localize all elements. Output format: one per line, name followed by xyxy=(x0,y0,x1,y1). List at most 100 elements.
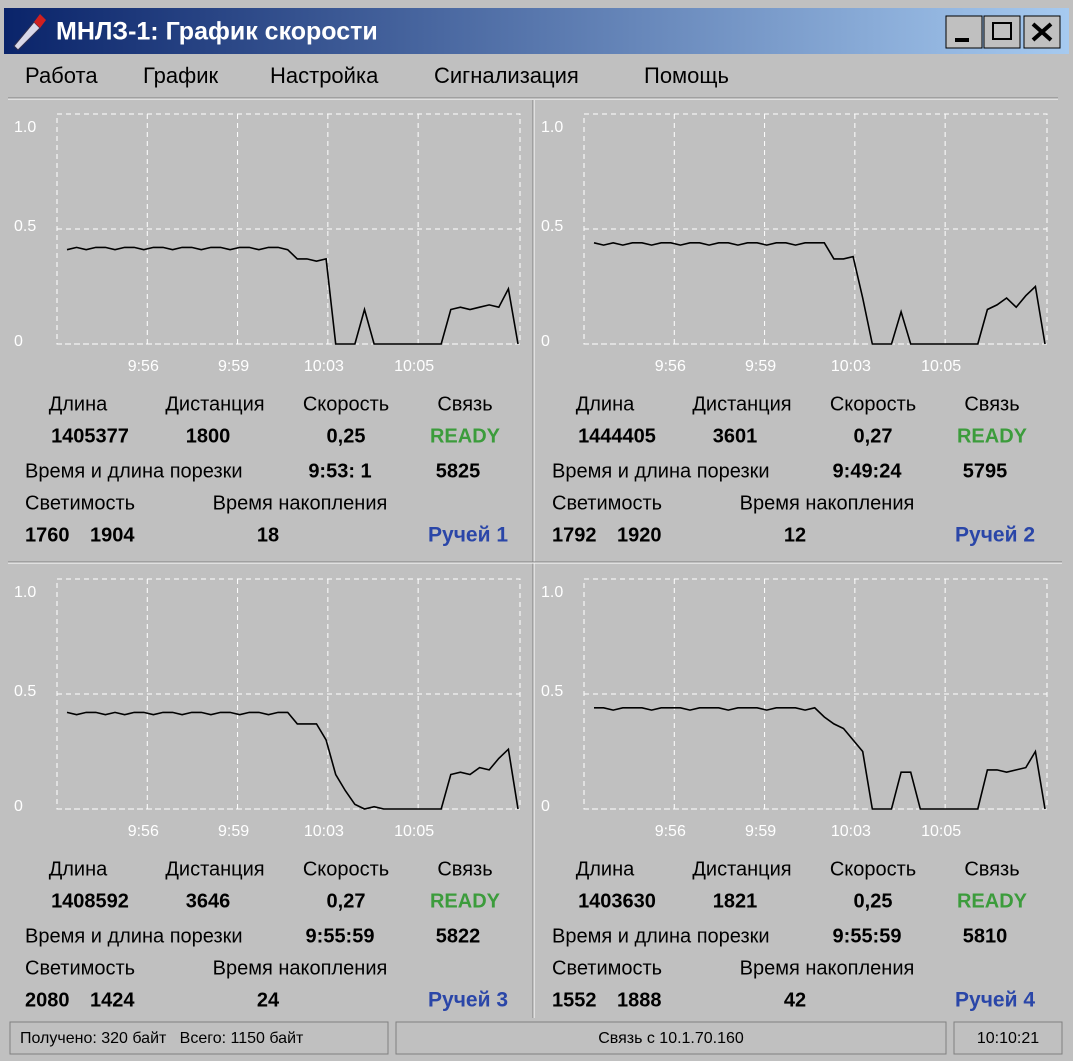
title-bar xyxy=(4,8,1069,54)
accumulation-value: 12 xyxy=(784,524,806,546)
x-tick-label: 10:03 xyxy=(831,358,871,375)
accumulation-value: 18 xyxy=(257,524,279,546)
length-label: Длина xyxy=(576,858,635,880)
menu-item[interactable]: Работа xyxy=(25,63,98,88)
x-tick-label: 9:56 xyxy=(128,358,159,375)
link-status: READY xyxy=(430,890,501,912)
menu-item[interactable]: График xyxy=(143,63,219,88)
y-tick-label: 0.5 xyxy=(14,683,36,700)
length-value: 1408592 xyxy=(51,890,129,912)
distance-value: 3601 xyxy=(713,425,758,447)
luminosity-value: 1888 xyxy=(617,989,662,1011)
x-tick-label: 10:05 xyxy=(394,823,434,840)
link-label: Связь xyxy=(437,393,492,415)
distance-value: 1821 xyxy=(713,890,758,912)
menu-item[interactable]: Сигнализация xyxy=(434,63,579,88)
accumulation-label: Время накопления xyxy=(213,957,388,979)
cut-time: 9:49:24 xyxy=(833,460,903,482)
menu-item[interactable]: Настройка xyxy=(270,63,379,88)
menu-item[interactable]: Помощь xyxy=(644,63,729,88)
distance-label: Дистанция xyxy=(165,858,264,880)
link-status: READY xyxy=(430,425,501,447)
cut-label: Время и длина порезки xyxy=(25,460,243,482)
y-tick-label: 1.0 xyxy=(541,119,563,136)
cut-label: Время и длина порезки xyxy=(552,925,770,947)
x-tick-label: 9:56 xyxy=(655,358,686,375)
y-tick-label: 0 xyxy=(541,798,550,815)
close-button[interactable] xyxy=(1023,15,1061,49)
y-tick-label: 0 xyxy=(14,798,23,815)
luminosity-label: Светимость xyxy=(552,492,662,514)
cut-label: Время и длина порезки xyxy=(552,460,770,482)
speed-value: 0,27 xyxy=(854,425,893,447)
accumulation-label: Время накопления xyxy=(740,492,915,514)
stream-name: Ручей 4 xyxy=(955,989,1035,1012)
status-connection: Связь с 10.1.70.160 xyxy=(598,1030,744,1047)
minimize-button[interactable] xyxy=(945,15,983,49)
cut-time: 9:55:59 xyxy=(833,925,902,947)
speed-line xyxy=(594,706,1046,810)
cut-length: 5795 xyxy=(963,460,1008,482)
stream-name: Ручей 3 xyxy=(428,989,508,1012)
luminosity-value: 1904 xyxy=(90,524,135,546)
stream-name: Ручей 2 xyxy=(955,524,1035,547)
x-tick-label: 10:05 xyxy=(921,358,961,375)
y-tick-label: 1.0 xyxy=(14,584,36,601)
y-tick-label: 0.5 xyxy=(14,218,36,235)
stream-panel: 9:56 9:59 10:03 10:05 1.0 0.5 0 Длина Дистанция С… xyxy=(541,578,1048,1012)
x-tick-label: 10:03 xyxy=(304,358,344,375)
stream-panel: 9:56 9:59 10:03 10:05 1.0 0.5 0 Длина Дистанция С… xyxy=(14,578,521,1012)
luminosity-label: Светимость xyxy=(25,492,135,514)
distance-label: Дистанция xyxy=(692,858,791,880)
app-icon xyxy=(13,14,46,51)
cut-time: 9:53: 1 xyxy=(308,460,371,482)
accumulation-label: Время накопления xyxy=(740,957,915,979)
accumulation-label: Время накопления xyxy=(213,492,388,514)
link-status: READY xyxy=(957,425,1028,447)
x-tick-label: 9:59 xyxy=(745,823,776,840)
y-tick-label: 1.0 xyxy=(541,584,563,601)
length-value: 1444405 xyxy=(578,425,656,447)
link-label: Связь xyxy=(964,393,1019,415)
y-tick-label: 0 xyxy=(541,333,550,350)
maximize-button[interactable] xyxy=(983,15,1021,49)
luminosity-label: Светимость xyxy=(552,957,662,979)
x-tick-label: 9:56 xyxy=(655,823,686,840)
speed-label: Скорость xyxy=(303,393,389,415)
accumulation-value: 42 xyxy=(784,989,806,1011)
luminosity-value: 1424 xyxy=(90,989,135,1011)
luminosity-value: 1920 xyxy=(617,524,662,546)
speed-line xyxy=(593,241,1046,345)
x-tick-label: 10:05 xyxy=(921,823,961,840)
stream-name: Ручей 1 xyxy=(428,524,508,547)
x-tick-label: 9:59 xyxy=(218,823,249,840)
distance-label: Дистанция xyxy=(692,393,791,415)
x-tick-label: 9:59 xyxy=(218,358,249,375)
x-tick-label: 10:03 xyxy=(304,823,344,840)
y-tick-label: 0.5 xyxy=(541,683,563,700)
speed-label: Скорость xyxy=(303,858,389,880)
x-tick-label: 10:03 xyxy=(831,823,871,840)
length-value: 1405377 xyxy=(51,425,129,447)
status-time: 10:10:21 xyxy=(977,1030,1039,1047)
length-label: Длина xyxy=(49,858,108,880)
cut-time: 9:55:59 xyxy=(306,925,375,947)
status-received: Получено: 320 байт Всего: 1150 байт xyxy=(20,1030,304,1047)
stream-panel: 9:56 9:59 10:03 10:05 1.0 0.5 0 Длина Дистанция С… xyxy=(541,113,1048,547)
cut-length: 5822 xyxy=(436,925,481,947)
link-status: READY xyxy=(957,890,1028,912)
distance-value: 1800 xyxy=(186,425,231,447)
cut-label: Время и длина порезки xyxy=(25,925,243,947)
speed-label: Скорость xyxy=(830,393,916,415)
distance-label: Дистанция xyxy=(165,393,264,415)
x-tick-label: 9:59 xyxy=(745,358,776,375)
luminosity-value: 2080 xyxy=(25,989,70,1011)
luminosity-value: 1792 xyxy=(552,524,597,546)
length-label: Длина xyxy=(49,393,108,415)
speed-value: 0,25 xyxy=(327,425,366,447)
status-field xyxy=(395,1021,947,1055)
x-tick-label: 10:05 xyxy=(394,358,434,375)
y-tick-label: 0 xyxy=(14,333,23,350)
speed-label: Скорость xyxy=(830,858,916,880)
